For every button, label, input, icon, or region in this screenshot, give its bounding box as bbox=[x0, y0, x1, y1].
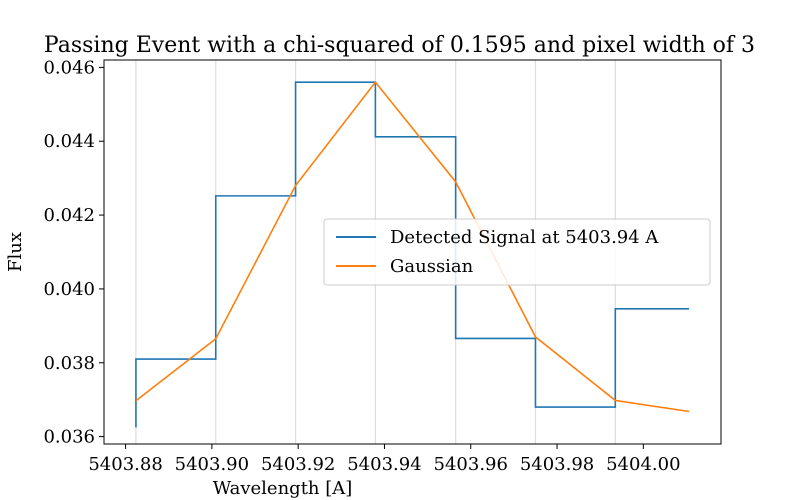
legend-box bbox=[323, 218, 711, 286]
y-tick-label-4: 0.044 bbox=[43, 131, 95, 152]
y-tick-label-0: 0.036 bbox=[43, 427, 95, 448]
legend-label-detected-signal: Detected Signal at 5403.94 A bbox=[390, 227, 659, 248]
series-line-detected-signal bbox=[135, 81, 690, 428]
chart-title: Passing Event with a chi-squared of 0.15… bbox=[44, 33, 755, 58]
series-layer bbox=[135, 80, 690, 428]
x-tick-label-3: 5403.94 bbox=[347, 454, 421, 475]
x-tick-label-0: 5403.88 bbox=[88, 454, 162, 475]
x-tick-label-2: 5403.92 bbox=[261, 454, 335, 475]
x-tick-label-1: 5403.90 bbox=[175, 454, 249, 475]
y-tick-label-5: 0.046 bbox=[43, 57, 95, 78]
y-tick-label-3: 0.042 bbox=[43, 205, 95, 226]
y-axis-label: Flux bbox=[5, 232, 26, 272]
x-tick-label-4: 5403.96 bbox=[434, 454, 508, 475]
plot-area-frame bbox=[103, 59, 722, 445]
x-axis-label: Wavelength [A] bbox=[213, 478, 353, 499]
x-axis: 5403.88 5403.90 5403.92 5403.94 5403.96 5403.… bbox=[88, 444, 681, 475]
y-axis: 0.036 0.038 0.040 0.042 0.044 0.046 bbox=[43, 57, 104, 448]
legend-label-gaussian: Gaussian bbox=[390, 256, 474, 277]
y-tick-label-1: 0.038 bbox=[43, 353, 95, 374]
x-tick-label-5: 5403.98 bbox=[520, 454, 594, 475]
legend: Detected Signal at 5403.94 A Gaussian bbox=[323, 218, 711, 286]
y-tick-label-2: 0.040 bbox=[43, 279, 95, 300]
series-line-gaussian bbox=[135, 80, 690, 413]
x-tick-label-6: 5404.00 bbox=[606, 454, 680, 475]
